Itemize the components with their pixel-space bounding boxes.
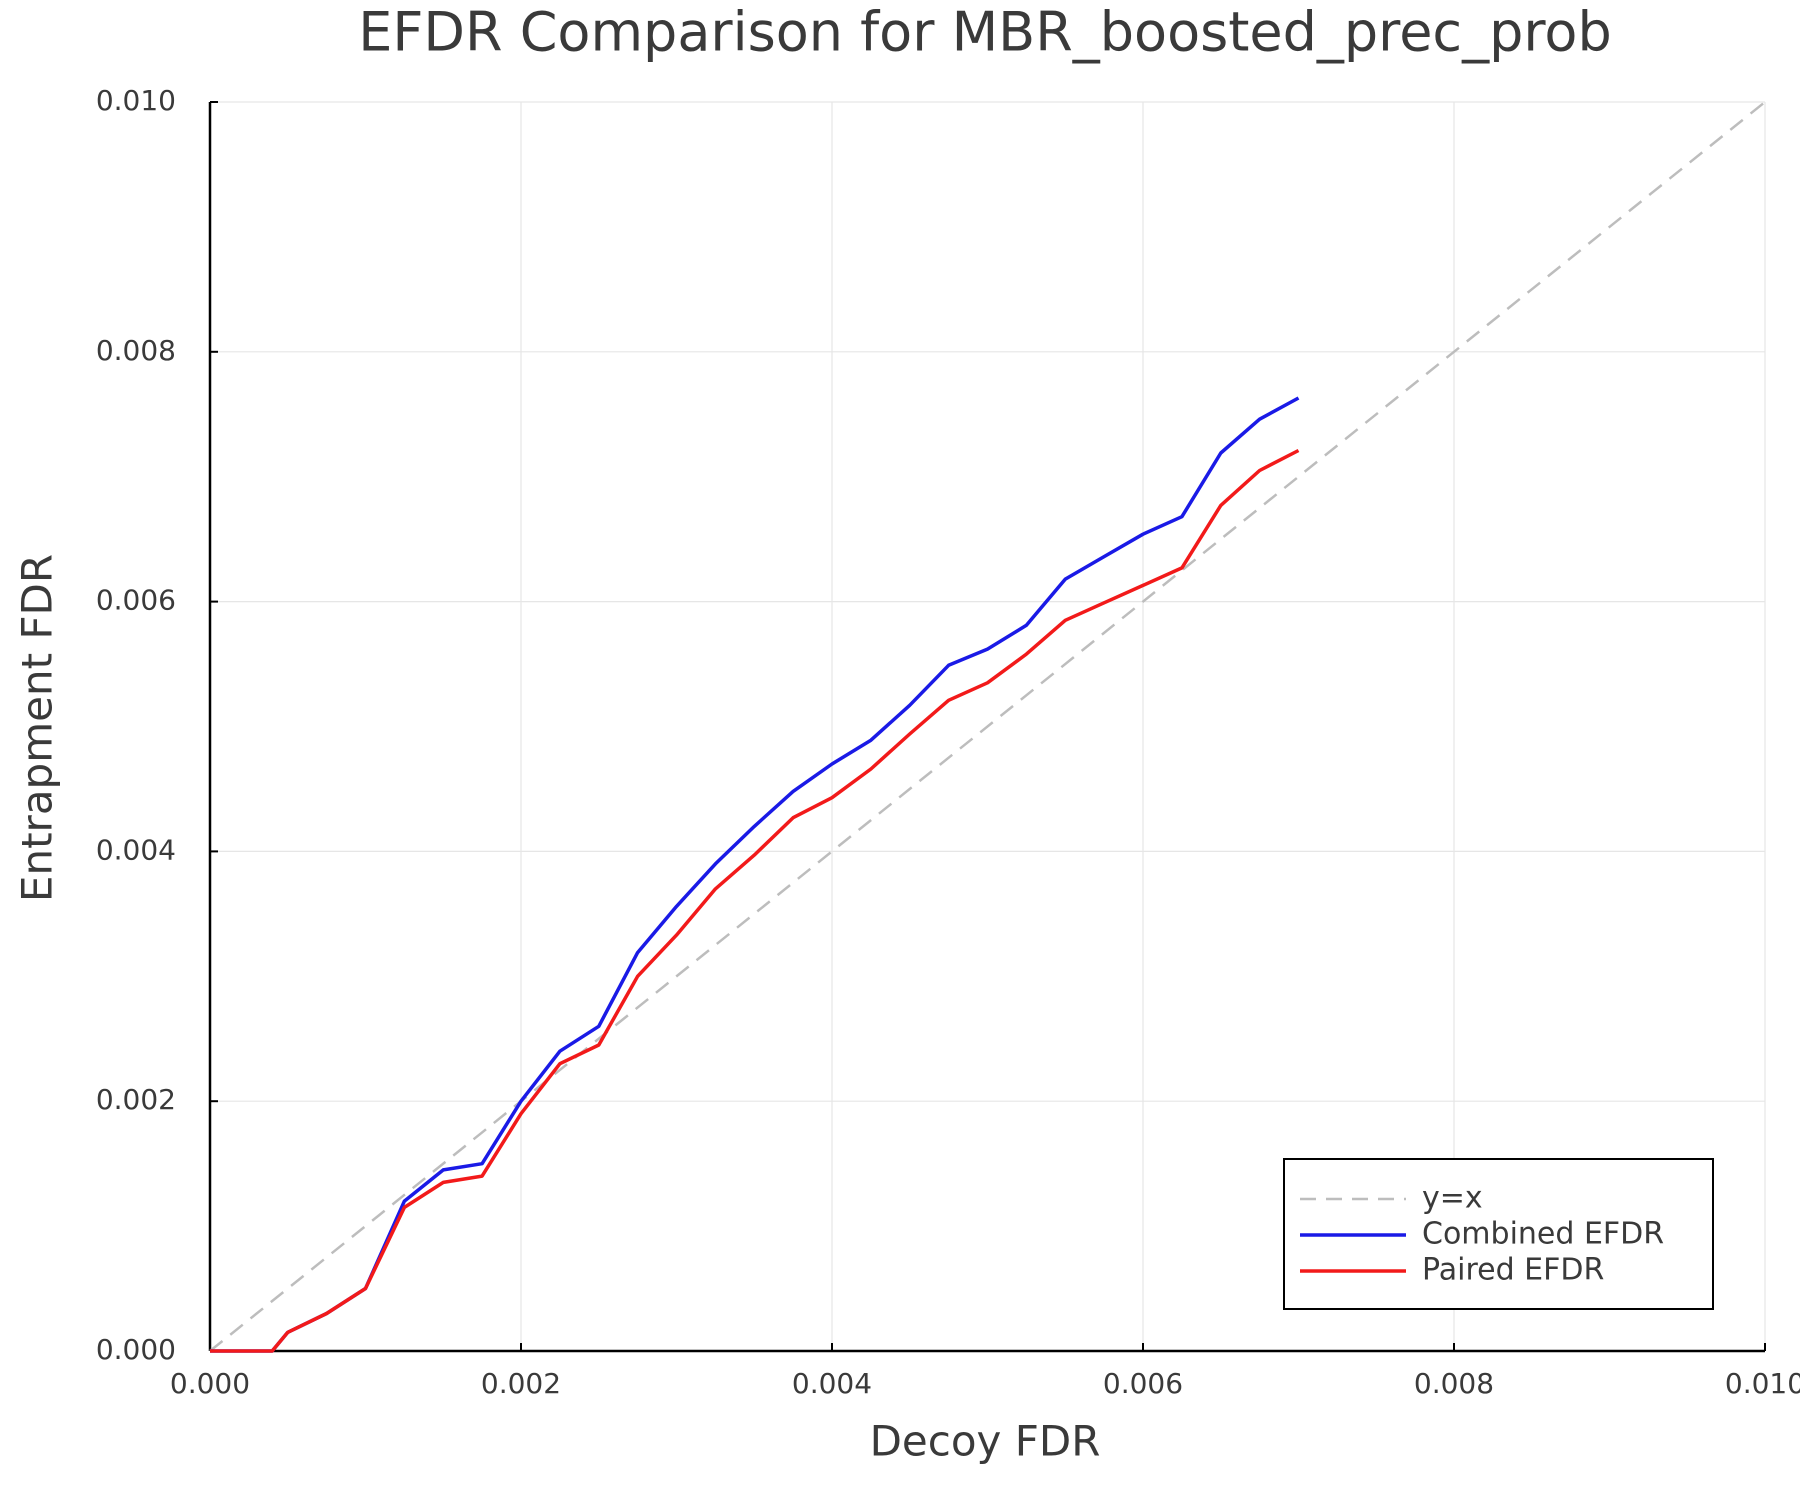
legend-label: y=x	[1422, 1181, 1483, 1216]
y-tick-label: 0.006	[96, 584, 176, 617]
series-line	[210, 448, 1300, 1353]
y-tick-label: 0.000	[96, 1333, 176, 1366]
y-tick-label: 0.004	[96, 833, 176, 866]
legend-label: Paired EFDR	[1422, 1253, 1604, 1288]
x-tick-label: 0.008	[1414, 1367, 1494, 1400]
x-tick-label: 0.000	[170, 1367, 250, 1400]
chart-title: EFDR Comparison for MBR_boosted_prec_pro…	[358, 1, 1611, 64]
y-axis-label: Entrapment FDR	[13, 554, 62, 902]
y-tick-label: 0.010	[96, 84, 176, 117]
x-tick-label: 0.010	[1725, 1367, 1800, 1400]
y-tick-label: 0.008	[96, 334, 176, 367]
x-tick-label: 0.002	[481, 1367, 561, 1400]
series-line	[210, 396, 1300, 1353]
x-axis-label: Decoy FDR	[870, 1417, 1101, 1466]
y-tick-label: 0.002	[96, 1083, 176, 1116]
x-tick-label: 0.004	[792, 1367, 872, 1400]
series-line	[209, 101, 1766, 1352]
legend-label: Combined EFDR	[1422, 1217, 1664, 1252]
x-tick-label: 0.006	[1103, 1367, 1183, 1400]
